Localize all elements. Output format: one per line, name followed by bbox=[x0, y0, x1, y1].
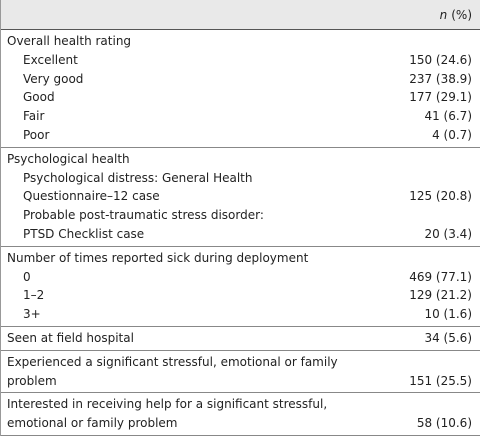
unit: (%) bbox=[451, 7, 472, 22]
section-heading: Experienced a significant stressful, emo… bbox=[7, 354, 338, 369]
row-label: Excellent bbox=[23, 52, 78, 67]
table-section: Psychological health Psychological distre… bbox=[1, 148, 480, 247]
section-heading: Number of times reported sick during dep… bbox=[7, 250, 309, 265]
table-line: Probable post-traumatic stress disorder: bbox=[1, 206, 480, 225]
row-label: Poor bbox=[23, 127, 50, 142]
table-line: Questionnaire–12 case 125 (20.8) bbox=[1, 187, 480, 206]
table-line: Seen at field hospital 34 (5.6) bbox=[1, 329, 480, 348]
row-label: 3+ bbox=[23, 307, 41, 322]
value-cell: 129 (21.2) bbox=[409, 288, 472, 303]
value-cell: 34 (5.6) bbox=[424, 330, 472, 345]
table-line: 1–2 129 (21.2) bbox=[1, 286, 480, 305]
table-line: Interested in receiving help for a signi… bbox=[1, 395, 480, 414]
row-label: 1–2 bbox=[23, 288, 45, 303]
value-cell: 4 (0.7) bbox=[432, 127, 472, 142]
table-line: Psychological health bbox=[1, 150, 480, 169]
n-symbol: n bbox=[439, 7, 448, 22]
section-heading: Psychological health bbox=[7, 151, 130, 166]
table-line: problem 151 (25.5) bbox=[1, 372, 480, 391]
table-line: Number of times reported sick during dep… bbox=[1, 249, 480, 268]
table-line: Poor 4 (0.7) bbox=[1, 126, 480, 145]
row-label: Fair bbox=[23, 109, 45, 124]
section-heading: problem bbox=[7, 373, 57, 388]
table-line: Fair 41 (6.7) bbox=[1, 107, 480, 126]
row-label: Probable post-traumatic stress disorder: bbox=[23, 208, 264, 223]
table-line: 0 469 (77.1) bbox=[1, 268, 480, 287]
section-heading: Interested in receiving help for a signi… bbox=[7, 397, 328, 412]
value-cell: 58 (10.6) bbox=[416, 416, 472, 431]
value-cell: 125 (20.8) bbox=[409, 189, 472, 204]
row-label: 0 bbox=[23, 269, 31, 284]
table-line: Excellent 150 (24.6) bbox=[1, 51, 480, 70]
table-section: Interested in receiving help for a signi… bbox=[1, 393, 480, 436]
value-cell: 237 (38.9) bbox=[409, 71, 472, 86]
value-cell: 10 (1.6) bbox=[424, 307, 472, 322]
table-line: Experienced a significant stressful, emo… bbox=[1, 353, 480, 372]
table-line: Psychological distress: General Health bbox=[1, 169, 480, 188]
value-cell: 150 (24.6) bbox=[409, 52, 472, 67]
table-line: PTSD Checklist case 20 (3.4) bbox=[1, 225, 480, 244]
section-heading: Seen at field hospital bbox=[7, 330, 134, 345]
value-cell: 177 (29.1) bbox=[409, 90, 472, 105]
table-section: Seen at field hospital 34 (5.6) bbox=[1, 327, 480, 351]
table-line: Overall health rating bbox=[1, 32, 480, 51]
value-cell: 469 (77.1) bbox=[409, 269, 472, 284]
value-cell: 151 (25.5) bbox=[409, 373, 472, 388]
row-label: Very good bbox=[23, 71, 84, 86]
value-cell: 41 (6.7) bbox=[424, 109, 472, 124]
row-label: Psychological distress: General Health bbox=[23, 170, 253, 185]
section-heading: emotional or family problem bbox=[7, 416, 178, 431]
section-heading: Overall health rating bbox=[7, 34, 132, 48]
value-cell: 20 (3.4) bbox=[424, 226, 472, 241]
table-line: 3+ 10 (1.6) bbox=[1, 305, 480, 324]
table-header: n (%) bbox=[1, 0, 480, 30]
table-section: Overall health rating Excellent 150 (24.6)… bbox=[1, 30, 480, 148]
row-label: PTSD Checklist case bbox=[23, 226, 145, 241]
table-section: Number of times reported sick during dep… bbox=[1, 247, 480, 327]
row-label: Questionnaire–12 case bbox=[23, 189, 160, 204]
row-label: Good bbox=[23, 90, 55, 105]
table-section: Experienced a significant stressful, emo… bbox=[1, 351, 480, 394]
table-line: emotional or family problem 58 (10.6) bbox=[1, 414, 480, 433]
table-line: Very good 237 (38.9) bbox=[1, 70, 480, 89]
table-line: Good 177 (29.1) bbox=[1, 88, 480, 107]
